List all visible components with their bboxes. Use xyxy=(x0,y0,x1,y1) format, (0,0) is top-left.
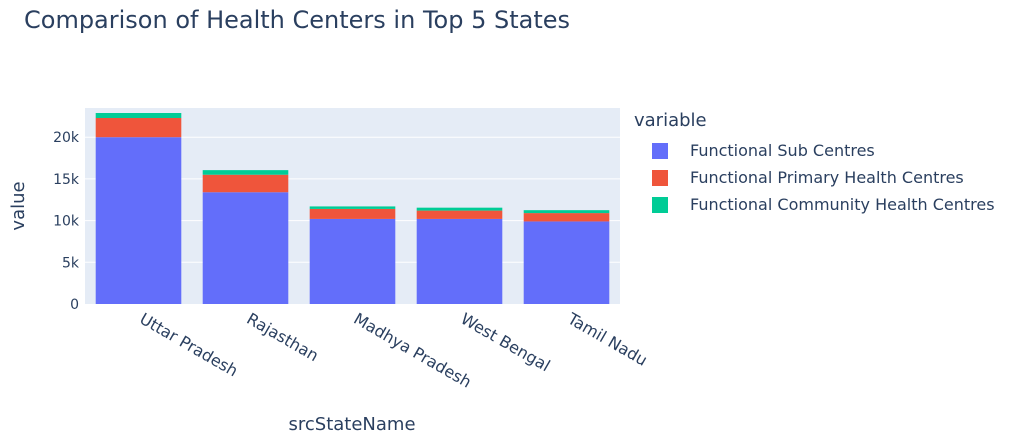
y-tick-labels: 0 5k 10k 15k 20k xyxy=(53,130,80,313)
y-tick-label: 20k xyxy=(53,130,80,146)
bar-segment[interactable] xyxy=(416,218,503,304)
bar-segment[interactable] xyxy=(523,221,610,304)
bar-segment[interactable] xyxy=(202,174,289,193)
legend-swatch xyxy=(652,169,668,186)
legend-label: Functional Sub Centres xyxy=(690,141,875,160)
bar-segment[interactable] xyxy=(202,192,289,304)
legend-swatch xyxy=(652,142,668,159)
legend-item-primary-health-centres[interactable]: Functional Primary Health Centres xyxy=(634,164,995,191)
legend-item-sub-centres[interactable]: Functional Sub Centres xyxy=(634,137,995,164)
bar-segment[interactable] xyxy=(309,218,396,304)
bar-segment[interactable] xyxy=(523,213,610,222)
legend-label: Functional Primary Health Centres xyxy=(690,168,964,187)
x-tick-label: Rajasthan xyxy=(244,309,322,365)
x-tick-label: Madhya Pradesh xyxy=(351,309,475,392)
y-tick-label: 10k xyxy=(53,214,80,230)
bars xyxy=(95,113,610,304)
chart-title: Comparison of Health Centers in Top 5 St… xyxy=(24,6,570,34)
bar-segment[interactable] xyxy=(95,113,182,119)
x-tick-label: Tamil Nadu xyxy=(564,309,651,370)
bar-segment[interactable] xyxy=(95,137,182,304)
x-tick-label: Uttar Pradesh xyxy=(137,309,242,380)
bar-segment[interactable] xyxy=(309,208,396,219)
x-tick-label: West Bengal xyxy=(458,309,554,375)
y-tick-label: 15k xyxy=(53,172,80,188)
y-tick-label: 0 xyxy=(70,297,79,313)
legend: variable Functional Sub Centres Function… xyxy=(634,110,995,218)
legend-label: Functional Community Health Centres xyxy=(690,195,995,214)
legend-swatch xyxy=(652,196,668,213)
bar-segment[interactable] xyxy=(416,210,503,219)
y-tick-label: 5k xyxy=(62,255,80,271)
x-tick-labels: Uttar Pradesh Rajasthan Madhya PradeshWest… xyxy=(137,309,651,392)
bar-segment[interactable] xyxy=(523,210,610,214)
x-axis-label: srcStateName xyxy=(288,414,415,435)
bar-segment[interactable] xyxy=(416,207,503,211)
bar-segment[interactable] xyxy=(309,206,396,209)
legend-item-community-health-centres[interactable]: Functional Community Health Centres xyxy=(634,191,995,218)
legend-title: variable xyxy=(634,110,707,131)
bar-segment[interactable] xyxy=(95,118,182,138)
bar-segment[interactable] xyxy=(202,170,289,175)
y-axis-label: value xyxy=(8,181,29,230)
